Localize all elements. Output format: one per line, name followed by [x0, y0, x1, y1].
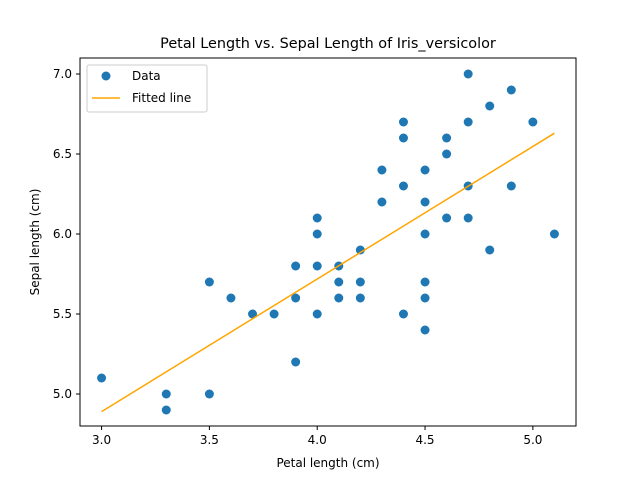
- data-point: [355, 245, 365, 255]
- data-point: [291, 261, 301, 271]
- data-point: [420, 165, 430, 175]
- y-tick-label: 7.0: [53, 67, 72, 81]
- data-point: [485, 101, 495, 111]
- data-point: [312, 213, 322, 223]
- data-point: [312, 309, 322, 319]
- data-point: [442, 213, 452, 223]
- data-point: [420, 277, 430, 287]
- fitted-line: [101, 132, 555, 413]
- data-point: [549, 229, 559, 239]
- data-point: [97, 373, 107, 383]
- data-point: [463, 117, 473, 127]
- data-point: [420, 293, 430, 303]
- legend-label-fitted-line: Fitted line: [132, 91, 191, 105]
- data-point: [204, 389, 214, 399]
- data-point: [312, 261, 322, 271]
- data-point: [161, 405, 171, 415]
- x-tick-label: 4.0: [308, 433, 327, 447]
- legend-box: [86, 64, 208, 113]
- data-point: [226, 293, 236, 303]
- data-point: [248, 309, 258, 319]
- data-point: [334, 277, 344, 287]
- y-tick-label: 6.5: [53, 147, 72, 161]
- legend: Data Fitted line: [86, 64, 208, 113]
- x-axis-label: Petal length (cm): [276, 456, 379, 470]
- data-point: [334, 293, 344, 303]
- data-point: [291, 357, 301, 367]
- data-point: [506, 85, 516, 95]
- data-point: [420, 325, 430, 335]
- data-point: [463, 213, 473, 223]
- x-tick-label: 5.0: [523, 433, 542, 447]
- data-point: [420, 197, 430, 207]
- x-axis: 3.0 3.5 4.0 4.5 5.0: [92, 426, 542, 447]
- data-point: [420, 229, 430, 239]
- legend-marker-data: [101, 71, 111, 81]
- y-tick-label: 6.0: [53, 227, 72, 241]
- data-point: [269, 309, 279, 319]
- data-point: [204, 277, 214, 287]
- x-tick-label: 3.0: [92, 433, 111, 447]
- data-point: [377, 197, 387, 207]
- y-axis: 5.0 5.5 6.0 6.5 7.0: [53, 67, 80, 401]
- axes-frame: [79, 57, 577, 427]
- data-point: [463, 69, 473, 79]
- data-point: [442, 149, 452, 159]
- data-point: [485, 245, 495, 255]
- data-point: [528, 117, 538, 127]
- data-point: [398, 309, 408, 319]
- x-tick-label: 4.5: [415, 433, 434, 447]
- data-point: [355, 277, 365, 287]
- data-point: [161, 389, 171, 399]
- data-point: [312, 229, 322, 239]
- y-tick-label: 5.0: [53, 387, 72, 401]
- y-axis-label: Sepal length (cm): [28, 189, 42, 296]
- data-point: [377, 165, 387, 175]
- data-point: [442, 133, 452, 143]
- data-point: [355, 293, 365, 303]
- plot-area: [97, 69, 559, 415]
- data-point: [398, 181, 408, 191]
- x-tick-label: 3.5: [200, 433, 219, 447]
- chart-title: Petal Length vs. Sepal Length of Iris_ve…: [160, 36, 496, 52]
- data-point: [506, 181, 516, 191]
- data-point: [398, 117, 408, 127]
- y-tick-label: 5.5: [53, 307, 72, 321]
- legend-label-data: Data: [132, 69, 161, 83]
- data-point: [291, 293, 301, 303]
- data-point: [398, 133, 408, 143]
